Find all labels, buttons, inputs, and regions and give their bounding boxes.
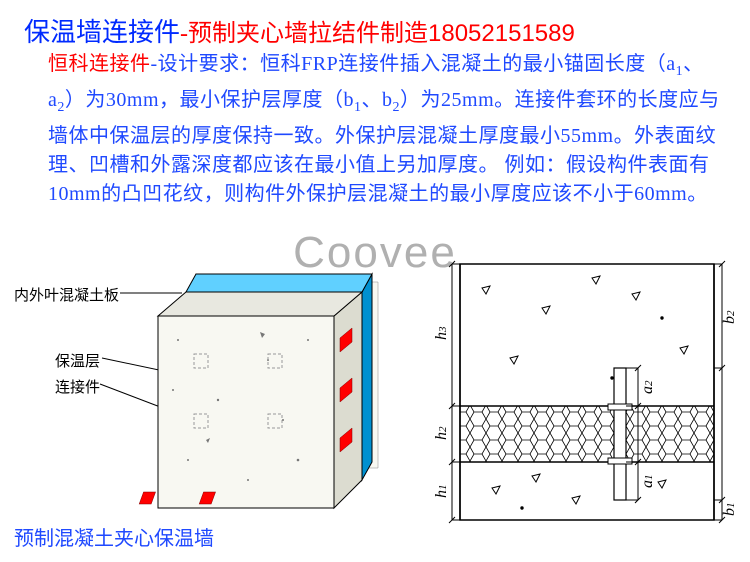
page-title: 保温墙连接件-预制夹心墙拉结件制造18052151589 [24, 12, 575, 49]
title-blue: 保温墙连接件 [24, 18, 180, 47]
svg-text:h3: h3 [433, 326, 450, 340]
svg-text:b2: b2 [721, 310, 738, 324]
svg-text:h2: h2 [433, 426, 450, 440]
hk-label: 恒科连接件 [48, 53, 151, 75]
title-red-prefix: -预制夹心墙拉结件制造 [180, 21, 428, 47]
isometric-wall-diagram [118, 260, 408, 550]
svg-text:b1: b1 [721, 503, 738, 517]
svg-text:h1: h1 [433, 485, 450, 499]
design-requirements-paragraph: 恒科连接件-设计要求：恒科FRP连接件插入混凝土的最小锚固长度（a1、a2）为3… [48, 50, 720, 209]
diagram-area: 内外叶混凝土板 保温层 连接件 恒科连接件 预制混凝土夹心保温墙 [0, 260, 750, 562]
cross-section-diagram: h3 h2 h1 b2 b1 [422, 258, 738, 553]
title-phone: 18052151589 [428, 20, 575, 47]
